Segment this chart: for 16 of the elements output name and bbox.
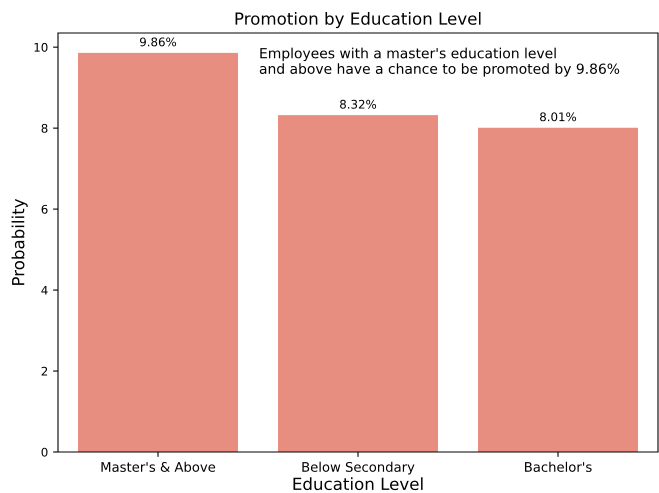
y-axis-title: Probability bbox=[12, 198, 28, 285]
chart-title: Promotion by Education Level bbox=[236, 12, 480, 28]
y-tick-label: 6 bbox=[42, 204, 48, 214]
x-tick-label: Master's & Above bbox=[101, 462, 216, 472]
y-tick-label: 10 bbox=[34, 42, 48, 52]
data-label: 8.01% bbox=[540, 112, 576, 122]
data-label: 9.86% bbox=[140, 37, 176, 46]
y-tick-label: 4 bbox=[41, 286, 48, 295]
y-tick-label: 8 bbox=[42, 124, 48, 133]
x-tick-label: Below Secondary bbox=[302, 462, 414, 474]
x-tick-label: Bachelor's bbox=[525, 462, 592, 472]
y-tick-label: 2 bbox=[42, 366, 48, 376]
data-label: 8.32% bbox=[340, 100, 376, 109]
x-axis-title: Education Level bbox=[294, 477, 423, 490]
annotation: Employees with a master's education level and above have a chance to be promoted by 9.86% bbox=[260, 48, 620, 77]
y-tick-label: 0 bbox=[42, 448, 48, 457]
